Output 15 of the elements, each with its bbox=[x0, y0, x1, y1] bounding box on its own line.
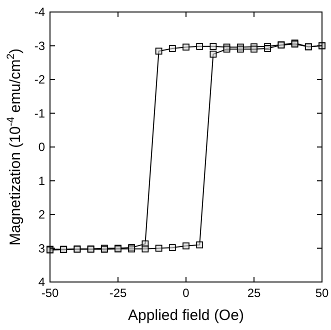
x-tick-label: 0 bbox=[182, 286, 190, 300]
y-tick-label: -1 bbox=[34, 106, 46, 120]
x-tick-label: 50 bbox=[315, 286, 329, 300]
y-tick-label: 4 bbox=[38, 275, 46, 289]
y-tick-label: -4 bbox=[34, 5, 46, 19]
y-tick-label: 2 bbox=[38, 208, 46, 222]
x-tick-label: -50 bbox=[41, 286, 59, 300]
x-tick-label: -25 bbox=[109, 286, 127, 300]
x-tick-label: 25 bbox=[247, 286, 261, 300]
y-tick-label: -2 bbox=[34, 72, 46, 86]
y-tick-label: 3 bbox=[38, 241, 46, 256]
y-tick-label: 1 bbox=[38, 174, 46, 188]
y-tick-label: -3 bbox=[34, 38, 46, 53]
y-tick-label: 0 bbox=[38, 140, 46, 154]
x-axis-title: Applied field (Oe) bbox=[128, 307, 244, 324]
